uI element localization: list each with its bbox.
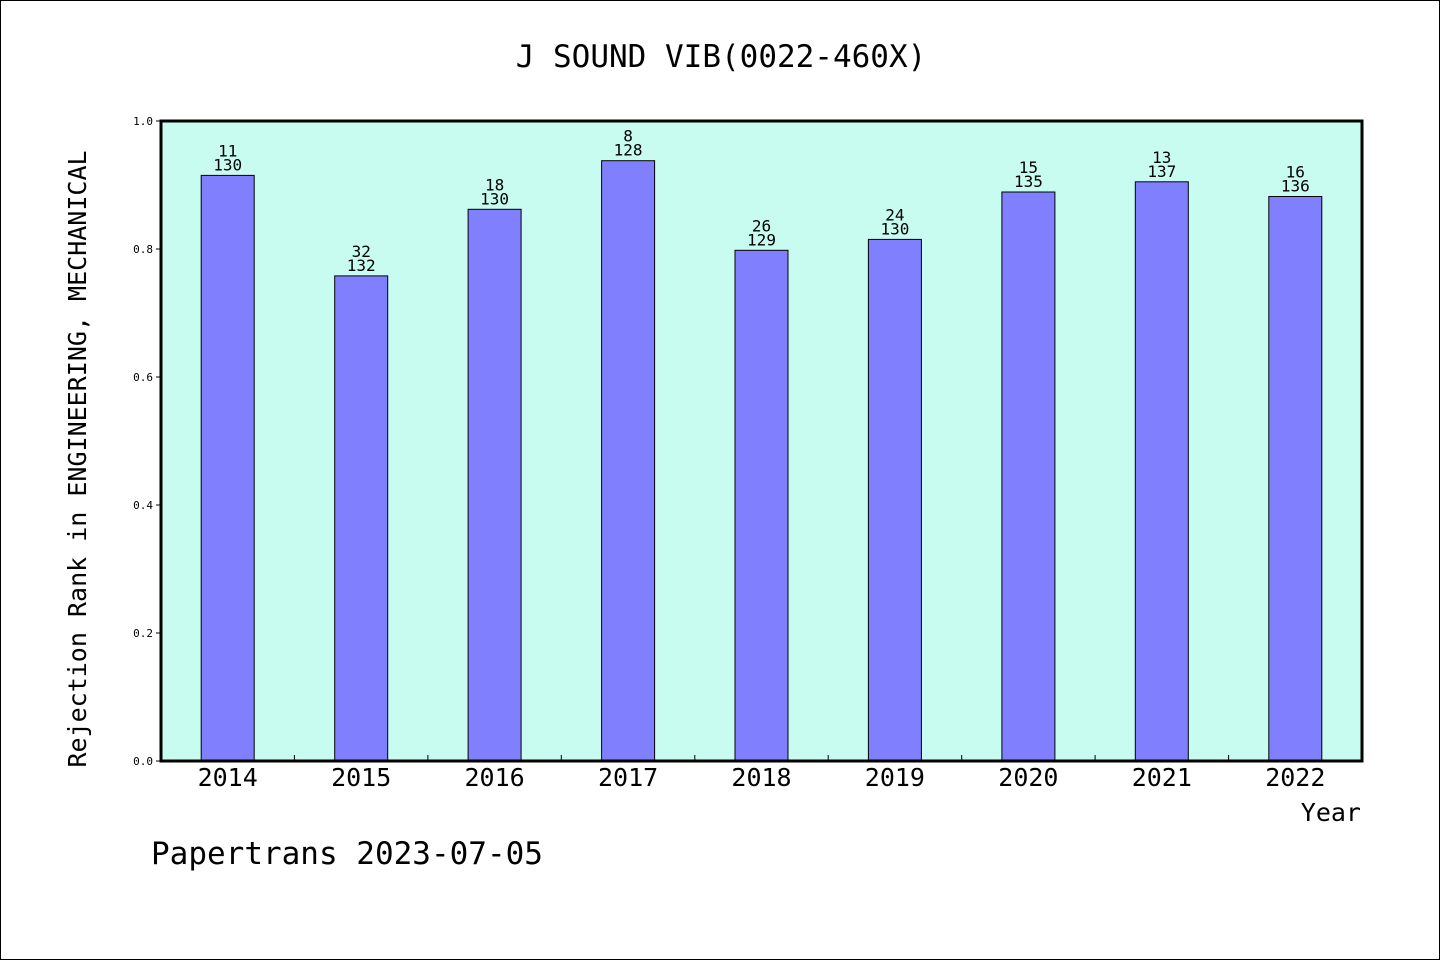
x-tick-label-2021: 2021 xyxy=(1132,763,1192,792)
x-tick-label-2016: 2016 xyxy=(464,763,524,792)
bar-rank-label-2017: 8 xyxy=(623,127,633,146)
bar-rank-label-2015: 32 xyxy=(352,242,371,261)
y-tick-label-0.4: 0.4 xyxy=(133,499,153,512)
bar-total-label-2022: 136 xyxy=(1281,177,1310,196)
bar-2015 xyxy=(334,275,389,762)
bar-total-label-2020: 135 xyxy=(1014,172,1043,191)
y-tick-label-0.6: 0.6 xyxy=(133,371,153,384)
y-axis-ticks: 0.0 0.2 0.4 0.6 0.8 1.0 xyxy=(133,115,161,768)
bar-rank-label-2014: 11 xyxy=(218,141,237,160)
bar-2014 xyxy=(200,174,255,762)
bar-total-label-2019: 130 xyxy=(880,219,909,238)
bar-rank-label-2022: 16 xyxy=(1286,163,1305,182)
x-tick-label-2017: 2017 xyxy=(598,763,658,792)
bar-rank-label-2019: 24 xyxy=(885,205,904,224)
y-tick-label-0.0: 0.0 xyxy=(133,755,153,768)
bar-2020 xyxy=(1001,191,1056,762)
x-tick-label-2014: 2014 xyxy=(198,763,258,792)
bar-2018 xyxy=(734,249,789,762)
footer-text: Papertrans 2023-07-05 xyxy=(151,836,543,872)
x-tick-label-2022: 2022 xyxy=(1265,763,1325,792)
y-tick-label-0.2: 0.2 xyxy=(133,627,153,640)
x-tick-label-2020: 2020 xyxy=(998,763,1058,792)
y-tick-label-0.8: 0.8 xyxy=(133,243,153,256)
bar-2022 xyxy=(1268,196,1323,762)
bar-rank-label-2020: 15 xyxy=(1019,158,1038,177)
bar-rank-label-2021: 13 xyxy=(1152,148,1171,167)
bar-total-label-2021: 137 xyxy=(1147,162,1176,181)
plot-frame xyxy=(159,119,1364,763)
x-tick-label-2018: 2018 xyxy=(731,763,791,792)
y-tick-label-1.0: 1.0 xyxy=(133,115,153,128)
bar-total-label-2016: 130 xyxy=(480,189,509,208)
bar-total-label-2015: 132 xyxy=(347,256,376,275)
bar-2017 xyxy=(601,160,656,762)
bar-total-label-2018: 129 xyxy=(747,230,776,249)
chart-title: J SOUND VIB(0022-460X) xyxy=(516,39,927,75)
bar-rank-label-2018: 26 xyxy=(752,216,771,235)
bar-2021 xyxy=(1134,181,1189,762)
x-axis-label: Year xyxy=(1301,798,1361,827)
bar-rank-label-2016: 18 xyxy=(485,175,504,194)
bar-total-label-2017: 128 xyxy=(614,141,643,160)
x-tick-label-2019: 2019 xyxy=(865,763,925,792)
bar-2016 xyxy=(467,208,522,762)
bar-total-label-2014: 130 xyxy=(213,155,242,174)
x-tick-label-2015: 2015 xyxy=(331,763,391,792)
x-axis-ticks: 2014 2015 2016 2017 2018 2019 2020 2021 2022 xyxy=(198,755,1325,792)
y-axis-label: Rejection Rank in ENGINEERING, MECHANICA… xyxy=(63,150,92,767)
bar-2019 xyxy=(867,238,922,762)
